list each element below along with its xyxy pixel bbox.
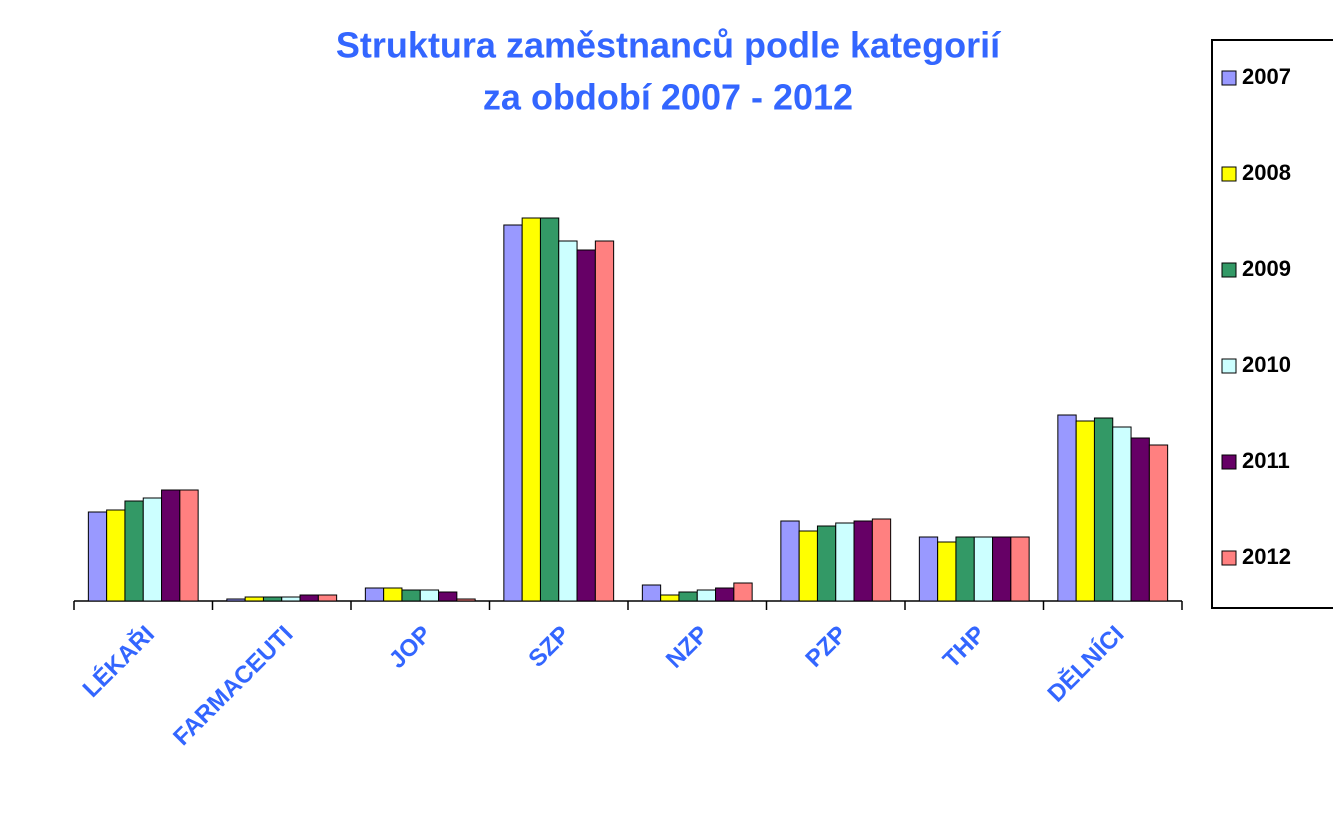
bar: [816, 525, 837, 602]
chart-title: Struktura zaměstnanců podle kategorií: [336, 25, 1001, 66]
bar: [558, 240, 578, 602]
bar: [1075, 420, 1095, 602]
legend-swatch: [1221, 358, 1237, 374]
bar: [262, 596, 283, 602]
bar: [438, 591, 458, 602]
legend-box: [1211, 39, 1333, 609]
bar: [503, 224, 523, 602]
x-tick-label: JOP: [384, 621, 437, 674]
bar: [401, 589, 421, 602]
bar: [937, 541, 957, 602]
bar: [798, 530, 818, 602]
bar: [1130, 437, 1150, 602]
bar: [1010, 536, 1030, 602]
bar: [696, 589, 717, 602]
bar: [106, 509, 126, 602]
bar: [383, 587, 403, 602]
bar: [733, 582, 753, 602]
bar: [871, 518, 892, 602]
bar: [161, 489, 181, 602]
bar: [244, 596, 264, 602]
bar: [281, 596, 301, 602]
bar: [456, 598, 476, 602]
x-tick-label: FARMACEUTI: [168, 621, 298, 751]
x-tick-label: PZP: [800, 621, 852, 673]
legend-label: 2012: [1242, 544, 1291, 569]
bar: [87, 511, 108, 602]
legend-label: 2008: [1242, 160, 1291, 185]
bar: [539, 217, 560, 602]
legend-label: 2010: [1242, 352, 1291, 377]
bar: [1093, 417, 1114, 602]
bar: [1112, 426, 1132, 602]
bar: [1148, 444, 1169, 602]
bar: [973, 536, 994, 602]
bar: [780, 520, 800, 602]
legend-swatch: [1221, 550, 1237, 566]
bar: [299, 594, 319, 602]
x-tick-label: NZP: [661, 621, 714, 674]
x-tick-label: SZP: [523, 621, 575, 673]
legend-swatch: [1221, 70, 1237, 86]
legend-label: 2009: [1242, 256, 1291, 281]
bar: [226, 598, 246, 602]
bar: [124, 500, 144, 602]
bar: [835, 522, 855, 602]
bar: [419, 589, 440, 602]
x-tick-label: DĚLNÍCI: [1042, 620, 1130, 708]
x-tick-label: LÉKAŘI: [77, 620, 160, 703]
bar: [918, 536, 939, 602]
x-tick-label: THP: [938, 621, 991, 674]
bar: [678, 591, 698, 602]
bar: [641, 584, 662, 602]
legend-label: 2011: [1242, 448, 1290, 473]
bar: [853, 520, 873, 602]
bar: [715, 587, 735, 602]
bar: [992, 536, 1012, 602]
legend-swatch: [1221, 454, 1237, 470]
bar: [1057, 414, 1077, 602]
bar: [594, 240, 615, 602]
legend-swatch: [1221, 262, 1237, 278]
bar: [576, 249, 596, 602]
chart-title: za období 2007 - 2012: [483, 77, 853, 118]
bar: [317, 594, 338, 602]
bar: [955, 536, 975, 602]
bar: [142, 497, 163, 602]
legend-label: 2007: [1242, 64, 1291, 89]
bar: [521, 217, 541, 602]
bar: [364, 587, 385, 602]
bar: [660, 594, 680, 602]
legend-swatch: [1221, 166, 1237, 182]
bar: [179, 489, 199, 602]
